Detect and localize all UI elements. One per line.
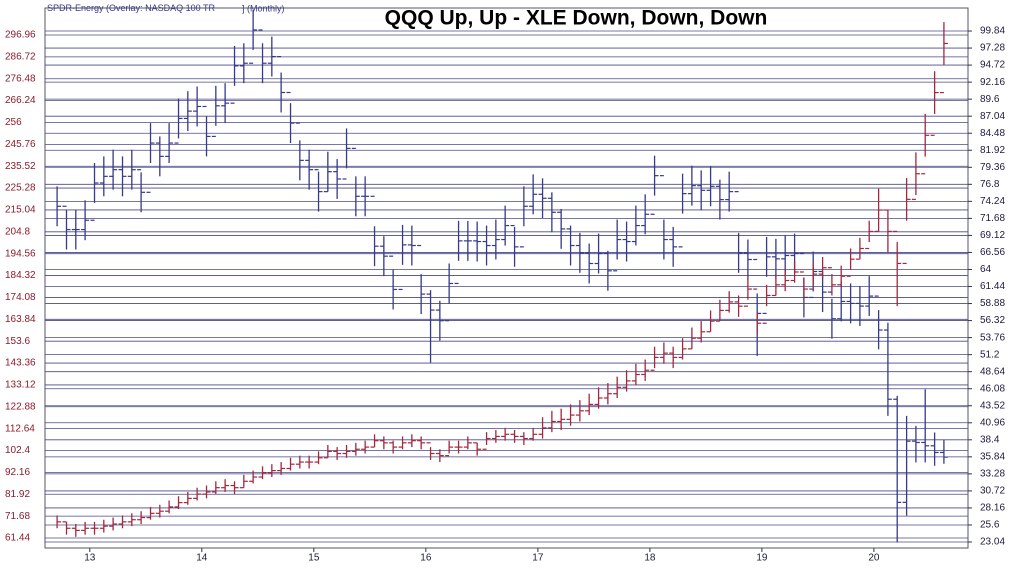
y2-tick-label: 69.12 bbox=[980, 230, 1005, 241]
y-tick-label: 184.32 bbox=[5, 270, 36, 281]
y-tick-label: 112.64 bbox=[5, 423, 35, 434]
y-tick-label: 153.6 bbox=[5, 336, 30, 347]
y2-tick-label: 87.04 bbox=[980, 111, 1005, 122]
series-name: NASDAQ 100 TR bbox=[145, 3, 215, 13]
y2-tick-label: 38.4 bbox=[980, 434, 1000, 445]
y2-tick-label: 76.8 bbox=[980, 179, 1000, 190]
y-tick-label: 245.76 bbox=[5, 139, 36, 150]
y2-tick-label: 84.48 bbox=[980, 128, 1005, 139]
period-label: ] (Monthly) bbox=[242, 3, 285, 13]
y-tick-label: 215.04 bbox=[5, 205, 36, 216]
marks bbox=[56, 9, 948, 543]
y2-tick-label: 89.6 bbox=[980, 94, 1000, 105]
y-tick-label: 102.4 bbox=[5, 445, 30, 456]
y2-tick-label: 48.64 bbox=[980, 366, 1005, 377]
y2-tick-label: 81.92 bbox=[980, 145, 1005, 156]
y-tick-label: 194.56 bbox=[5, 248, 36, 259]
y-tick-label: 256 bbox=[5, 117, 22, 128]
series-name: SPDR-Energy bbox=[47, 3, 104, 13]
y2-tick-label: 74.24 bbox=[980, 196, 1005, 207]
y2-tick-label: 43.52 bbox=[980, 400, 1005, 411]
y2-tick-label: 71.68 bbox=[980, 213, 1005, 224]
y2-tick-label: 23.04 bbox=[980, 537, 1005, 548]
y-tick-label: 204.8 bbox=[5, 226, 30, 237]
y2-tick-label: 33.28 bbox=[980, 469, 1005, 480]
y2-tick-label: 79.36 bbox=[980, 162, 1005, 173]
y2-tick-label: 92.16 bbox=[980, 77, 1005, 88]
y-tick-label: 296.96 bbox=[5, 30, 36, 41]
plot-area bbox=[44, 7, 969, 549]
y2-tick-label: 25.6 bbox=[980, 520, 1000, 531]
y2-tick-label: 28.16 bbox=[980, 503, 1005, 514]
y2-tick-label: 46.08 bbox=[980, 383, 1005, 394]
y2-tick-label: 56.32 bbox=[980, 315, 1005, 326]
y-tick-label: 92.16 bbox=[5, 467, 30, 478]
y-tick-label: 286.72 bbox=[5, 52, 36, 63]
chart-title: QQQ Up, Up - XLE Down, Down, Down bbox=[385, 7, 768, 30]
y-tick-label: 174.08 bbox=[5, 292, 36, 303]
y-tick-label: 61.44 bbox=[5, 533, 30, 544]
chart-subtitle: SPDR-Energy (Overlay: NASDAQ 100 TR bbox=[47, 3, 215, 13]
y2-tick-label: 58.88 bbox=[980, 298, 1005, 309]
y-tick-label: 143.36 bbox=[5, 358, 36, 369]
y2-tick-label: 66.56 bbox=[980, 247, 1005, 258]
y-tick-label: 276.48 bbox=[5, 73, 36, 84]
x-tick-label: 18 bbox=[644, 553, 656, 564]
y-tick-label: 225.28 bbox=[5, 183, 36, 194]
y2-tick-label: 51.2 bbox=[980, 349, 1000, 360]
y2-tick-label: 35.84 bbox=[980, 451, 1005, 462]
y2-tick-label: 94.72 bbox=[980, 60, 1005, 71]
x-tick-label: 19 bbox=[756, 553, 768, 564]
y2-tick-label: 61.44 bbox=[980, 281, 1005, 292]
y-tick-label: 163.84 bbox=[5, 314, 36, 325]
x-tick-label: 15 bbox=[308, 553, 320, 564]
y2-tick-label: 64 bbox=[980, 264, 992, 275]
x-tick-label: 20 bbox=[868, 553, 880, 564]
x-tick-label: 17 bbox=[532, 553, 544, 564]
y-tick-label: 71.68 bbox=[5, 511, 30, 522]
y-tick-label: 235.52 bbox=[5, 161, 36, 172]
y-tick-label: 81.92 bbox=[5, 489, 30, 500]
y2-tick-label: 99.84 bbox=[980, 26, 1005, 37]
y2-tick-label: 97.28 bbox=[980, 43, 1005, 54]
y2-tick-label: 40.96 bbox=[980, 417, 1005, 428]
y2-tick-label: 30.72 bbox=[980, 486, 1005, 497]
y-tick-label: 133.12 bbox=[5, 380, 36, 391]
overlay-label: (Overlay: bbox=[106, 3, 143, 13]
x-tick-label: 14 bbox=[196, 553, 208, 564]
y2-tick-label: 53.76 bbox=[980, 332, 1005, 343]
x-tick-label: 13 bbox=[84, 553, 96, 564]
x-tick-label: 16 bbox=[420, 553, 432, 564]
y-tick-label: 122.88 bbox=[5, 401, 36, 412]
y-tick-label: 266.24 bbox=[5, 95, 36, 106]
